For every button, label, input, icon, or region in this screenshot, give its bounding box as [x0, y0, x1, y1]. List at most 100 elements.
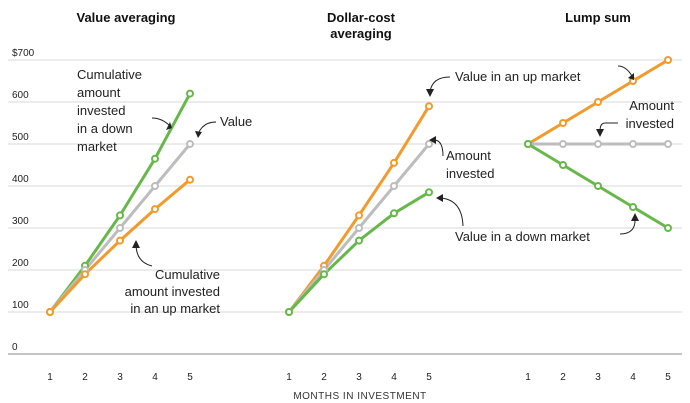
data-point	[151, 154, 159, 163]
annotation-arrow	[440, 197, 464, 227]
data-point	[81, 270, 89, 279]
arrow-head	[429, 136, 436, 144]
data-point	[664, 56, 672, 64]
data-point	[390, 182, 398, 190]
x-tick-label: 5	[426, 372, 432, 383]
x-tick-label: 2	[560, 372, 566, 383]
data-point	[425, 102, 433, 111]
panel-title-value-averaging: Value averaging	[77, 10, 176, 25]
data-point	[116, 224, 124, 232]
annotation-arrow	[617, 65, 633, 77]
data-point	[629, 203, 637, 211]
data-point	[425, 140, 433, 148]
data-point	[186, 140, 194, 148]
svg-text:amount invested: amount invested	[125, 284, 220, 299]
data-point	[320, 270, 328, 279]
data-point	[355, 236, 363, 245]
x-tick-label: 5	[187, 372, 193, 383]
svg-text:invested: invested	[446, 166, 494, 181]
y-tick-label: 200	[12, 258, 29, 269]
data-point	[46, 308, 54, 316]
series-line-orange	[287, 105, 431, 313]
y-tick-label: $700	[12, 48, 35, 59]
data-point	[186, 89, 194, 98]
data-point	[355, 211, 363, 220]
data-point	[559, 161, 567, 169]
svg-text:Amount: Amount	[629, 98, 674, 113]
annotation-arrow	[151, 117, 171, 127]
y-tick-label: 300	[12, 216, 29, 227]
panel-title-dollar-cost-line1: Dollar-cost	[327, 10, 396, 25]
annotation-value-up-market: Value in an up market	[455, 69, 581, 84]
x-tick-label: 3	[117, 372, 123, 383]
annotation-amount-invested-lump: Amount invested	[626, 98, 675, 131]
annotation-down-market-invested: Cumulative amount invested in a down mar…	[77, 67, 142, 154]
x-tick-label: 4	[630, 372, 636, 383]
annotation-amount-invested-dca: Amount invested	[446, 148, 494, 181]
data-point	[594, 182, 602, 190]
x-tick-label: 4	[152, 372, 158, 383]
arrow-head	[631, 213, 639, 221]
y-tick-label: 400	[12, 174, 29, 185]
svg-text:in an up market: in an up market	[130, 301, 220, 316]
x-tick-label: 5	[665, 372, 671, 383]
x-tick-label: 1	[286, 372, 292, 383]
data-point	[559, 140, 567, 148]
series-line-green	[287, 191, 430, 314]
annotation-value: Value	[220, 114, 252, 129]
x-axis-label: MONTHS IN INVESTMENT	[293, 391, 426, 402]
y-tick-label: 100	[12, 300, 29, 311]
arrow-head	[195, 131, 202, 138]
svg-text:amount: amount	[77, 85, 121, 100]
y-tick-label: 600	[12, 90, 29, 101]
x-tick-label: 4	[391, 372, 397, 383]
data-point	[559, 119, 567, 127]
data-point	[594, 140, 602, 148]
data-point	[629, 140, 637, 148]
data-point	[594, 98, 602, 106]
data-point	[151, 182, 159, 190]
panel-title-dollar-cost-line2: averaging	[330, 26, 391, 41]
annotation-up-market-invested: Cumulative amount invested in an up mark…	[125, 267, 221, 316]
x-tick-label: 2	[321, 372, 327, 383]
data-point	[390, 209, 398, 218]
x-tick-label: 2	[82, 372, 88, 383]
svg-text:Value in a down market: Value in a down market	[455, 229, 590, 244]
arrow-head	[436, 194, 443, 202]
svg-text:Amount: Amount	[446, 148, 491, 163]
svg-text:Value in an up market: Value in an up market	[455, 69, 581, 84]
data-point	[116, 236, 124, 245]
data-point	[425, 188, 433, 197]
arrow-head	[426, 89, 434, 97]
y-axis-ticks: 0 100 200 300 400 500 600 $700	[12, 48, 35, 353]
x-axis-ticks: 1 2 3 4 5 1 2 3 4 5 1 2 3 4 5	[47, 372, 671, 383]
data-point	[664, 140, 672, 148]
y-tick-label: 500	[12, 132, 29, 143]
svg-text:invested: invested	[77, 103, 125, 118]
svg-text:in a down: in a down	[77, 121, 133, 136]
data-point	[116, 211, 124, 220]
data-point	[524, 140, 532, 148]
svg-text:Cumulative: Cumulative	[155, 267, 220, 282]
y-tick-label: 0	[12, 342, 18, 353]
arrow-head	[132, 240, 140, 248]
svg-text:market: market	[77, 139, 117, 154]
svg-text:invested: invested	[626, 116, 674, 131]
data-point	[355, 224, 363, 232]
data-point	[664, 224, 672, 232]
arrow-head	[596, 129, 604, 137]
x-tick-label: 1	[47, 372, 53, 383]
data-point	[186, 175, 194, 184]
data-point	[390, 158, 398, 167]
arrow-head	[166, 122, 172, 130]
annotation-value-down-market: Value in a down market	[455, 229, 590, 244]
svg-text:Value: Value	[220, 114, 252, 129]
panel-title-lump-sum: Lump sum	[565, 10, 631, 25]
series-layer	[46, 56, 672, 316]
svg-text:Cumulative: Cumulative	[77, 67, 142, 82]
x-tick-label: 3	[595, 372, 601, 383]
data-point	[151, 205, 159, 214]
arrow-head	[628, 73, 634, 80]
data-point	[285, 308, 293, 316]
